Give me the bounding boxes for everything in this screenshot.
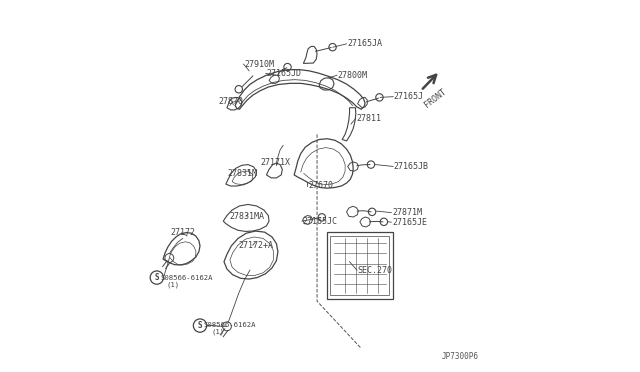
Text: 27800M: 27800M: [338, 71, 368, 80]
Text: 27171X: 27171X: [261, 158, 291, 167]
Text: JP7300P6: JP7300P6: [442, 352, 479, 361]
Text: 27870: 27870: [218, 97, 243, 106]
Text: 27831M: 27831M: [228, 169, 258, 178]
Text: S08566-6162A: S08566-6162A: [204, 322, 256, 328]
Text: S: S: [154, 273, 159, 282]
Text: 27910M: 27910M: [244, 60, 275, 69]
Text: (1): (1): [167, 282, 180, 288]
Text: 27811: 27811: [356, 114, 381, 123]
Text: FRONT: FRONT: [422, 87, 448, 109]
Text: 27165JC: 27165JC: [303, 217, 338, 225]
Text: 27172: 27172: [170, 228, 195, 237]
Text: 27871M: 27871M: [392, 208, 422, 217]
Text: 27165J: 27165J: [394, 92, 424, 101]
Text: SEC.270: SEC.270: [358, 266, 393, 275]
Text: 27670: 27670: [308, 182, 333, 190]
Text: S: S: [198, 321, 202, 330]
Text: 27172+A: 27172+A: [239, 241, 274, 250]
Text: 27165JA: 27165JA: [348, 39, 383, 48]
Text: 27165JE: 27165JE: [392, 218, 427, 227]
Text: 27831MA: 27831MA: [230, 212, 264, 221]
Text: (1): (1): [211, 328, 224, 335]
Text: 27165JD: 27165JD: [266, 69, 301, 78]
Text: S08566-6162A: S08566-6162A: [161, 275, 213, 281]
Text: 27165JB: 27165JB: [394, 162, 429, 171]
